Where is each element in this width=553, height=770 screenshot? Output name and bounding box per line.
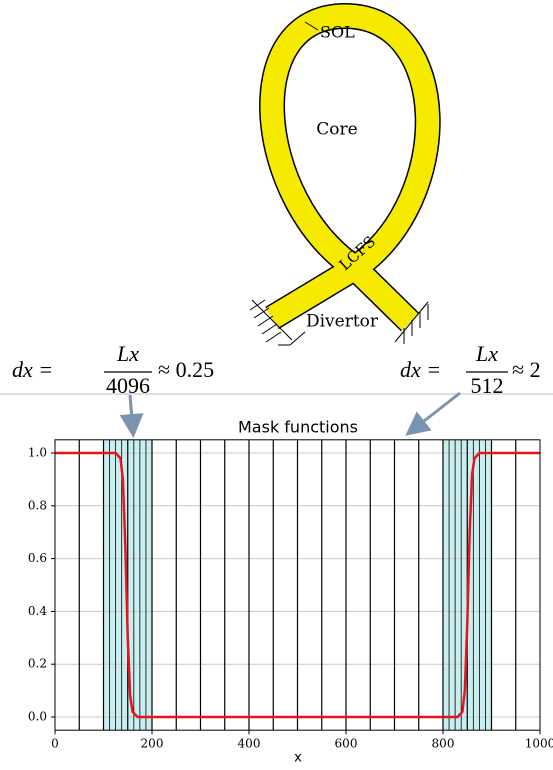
y-tick-label: 0.0 xyxy=(28,710,47,724)
plot: 0.0 0.2 0.4 0.6 0.8 1.0 0 200 400 600 800 1000 xyxy=(28,439,553,751)
core-label: Core xyxy=(316,120,357,140)
x-axis-label: x xyxy=(294,751,302,766)
divertor-label: Divertor xyxy=(306,312,379,332)
divertor-plate xyxy=(394,301,429,344)
equation-lhs: dx = xyxy=(12,357,53,382)
x-tick-label: 600 xyxy=(335,737,358,751)
x-tick-label: 1000 xyxy=(525,737,553,751)
plot-frame xyxy=(54,439,541,731)
y-tick-label: 0.6 xyxy=(28,551,47,565)
leader-line xyxy=(278,331,306,346)
sol-label: SOL xyxy=(320,23,355,42)
y-tick-label: 0.2 xyxy=(28,657,47,671)
arrow xyxy=(405,391,461,436)
annotation: dx = Lx 512 ≈ 2 xyxy=(400,341,541,398)
equation-numerator: Lx xyxy=(475,341,498,366)
x-tick-label: 200 xyxy=(141,737,164,751)
equation-rhs: ≈ 2 xyxy=(512,357,541,382)
equation-rhs: ≈ 0.25 xyxy=(158,357,214,382)
sol-region xyxy=(260,4,440,331)
chart-title: Mask functions xyxy=(238,418,358,437)
equation-lhs: dx = xyxy=(400,357,441,382)
y-tick-label: 0.4 xyxy=(28,604,47,618)
mask-line xyxy=(55,451,540,719)
y-tick-label: 1.0 xyxy=(28,446,47,460)
x-tick-label: 400 xyxy=(238,737,261,751)
tokamak-diagram: SOL Core LCFS Divertor xyxy=(249,2,441,346)
x-tick-label: 800 xyxy=(432,737,455,751)
x-tick-label: 0 xyxy=(51,737,59,751)
y-tick-label: 0.8 xyxy=(28,498,47,512)
arrow xyxy=(119,394,144,438)
equation-numerator: Lx xyxy=(116,341,139,366)
annotation: dx = Lx 4096 ≈ 0.25 xyxy=(12,341,214,398)
divertor-plate xyxy=(249,299,293,343)
leader-line xyxy=(304,21,319,31)
